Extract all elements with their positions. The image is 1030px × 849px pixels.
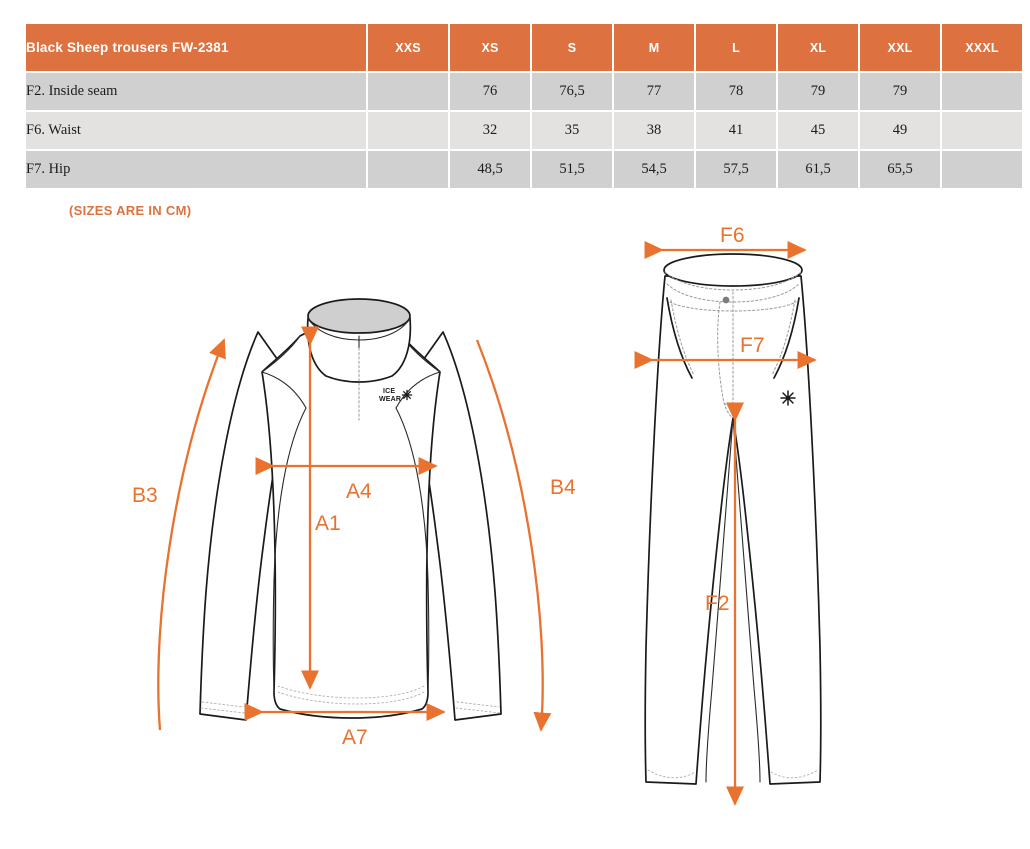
logo-text-line2: WEAR: [379, 396, 401, 403]
sweater-diagram: ICE WEAR B3: [110, 240, 590, 750]
units-note: (SIZES ARE IN CM): [69, 203, 192, 218]
measurement-value: 45: [778, 112, 858, 149]
measurement-value: 32: [450, 112, 530, 149]
measurement-value: 76: [450, 73, 530, 110]
table-row: F2. Inside seam 76 76,5 77 78 79 79: [26, 73, 1022, 110]
measurement-value: [368, 151, 448, 188]
size-table-container: Black Sheep trousers FW-2381 XXS XS S M …: [24, 22, 1022, 190]
measurement-value: 76,5: [532, 73, 612, 110]
size-column-header-xxl: XXL: [860, 24, 940, 71]
measure-label-A1: A1: [315, 512, 341, 535]
measurement-value: 41: [696, 112, 776, 149]
measurement-label: F6. Waist: [26, 112, 366, 149]
measurement-value: [942, 151, 1022, 188]
measure-B4: B4: [475, 339, 576, 732]
measurement-value: [368, 73, 448, 110]
ice-wear-logo: ICE WEAR: [379, 388, 413, 403]
measurement-value: 79: [860, 73, 940, 110]
measurement-value: [368, 112, 448, 149]
measurement-value: 54,5: [614, 151, 694, 188]
measure-B3: B3: [132, 338, 226, 731]
logo-text-line1: ICE: [383, 388, 395, 395]
size-table: Black Sheep trousers FW-2381 XXS XS S M …: [24, 22, 1024, 190]
size-column-header-xxs: XXS: [368, 24, 448, 71]
measurement-label: F2. Inside seam: [26, 73, 366, 110]
size-column-header-m: M: [614, 24, 694, 71]
measurement-value: 65,5: [860, 151, 940, 188]
measurement-value: 79: [778, 73, 858, 110]
measure-A7: A7: [244, 703, 446, 749]
size-column-header-xl: XL: [778, 24, 858, 71]
measurement-value: 48,5: [450, 151, 530, 188]
size-column-header-xxxl: XXXL: [942, 24, 1022, 71]
measurement-value: 49: [860, 112, 940, 149]
measurement-value: [942, 112, 1022, 149]
measure-label-B4: B4: [550, 476, 576, 499]
size-column-header-l: L: [696, 24, 776, 71]
snowflake-icon: [401, 389, 413, 401]
measurement-value: 35: [532, 112, 612, 149]
size-column-header-xs: XS: [450, 24, 530, 71]
measure-label-F7: F7: [740, 334, 765, 357]
measure-A4: A4: [255, 457, 438, 503]
measure-label-A4: A4: [346, 480, 372, 503]
measure-label-F6: F6: [720, 224, 745, 247]
measurement-value: 57,5: [696, 151, 776, 188]
snowflake-icon: [780, 390, 796, 406]
measurement-value: 38: [614, 112, 694, 149]
measurement-value: 77: [614, 73, 694, 110]
measurement-value: 78: [696, 73, 776, 110]
measure-F7: F7: [634, 334, 817, 369]
measure-A1: A1: [301, 326, 341, 690]
measurement-value: 61,5: [778, 151, 858, 188]
measure-F6: F6: [644, 224, 807, 259]
product-title: Black Sheep trousers FW-2381: [26, 24, 366, 71]
measure-label-F2: F2: [705, 592, 730, 615]
measure-label-B3: B3: [132, 484, 158, 507]
measurement-value: 51,5: [532, 151, 612, 188]
table-header-row: Black Sheep trousers FW-2381 XXS XS S M …: [26, 24, 1022, 71]
table-row: F6. Waist 32 35 38 41 45 49: [26, 112, 1022, 149]
measurement-label: F7. Hip: [26, 151, 366, 188]
measurement-value: [942, 73, 1022, 110]
trousers-diagram: F6 F7 F2: [620, 224, 910, 818]
measure-F2: F2: [705, 402, 744, 806]
table-row: F7. Hip 48,5 51,5 54,5 57,5 61,5 65,5: [26, 151, 1022, 188]
size-column-header-s: S: [532, 24, 612, 71]
measure-label-A7: A7: [342, 726, 368, 749]
